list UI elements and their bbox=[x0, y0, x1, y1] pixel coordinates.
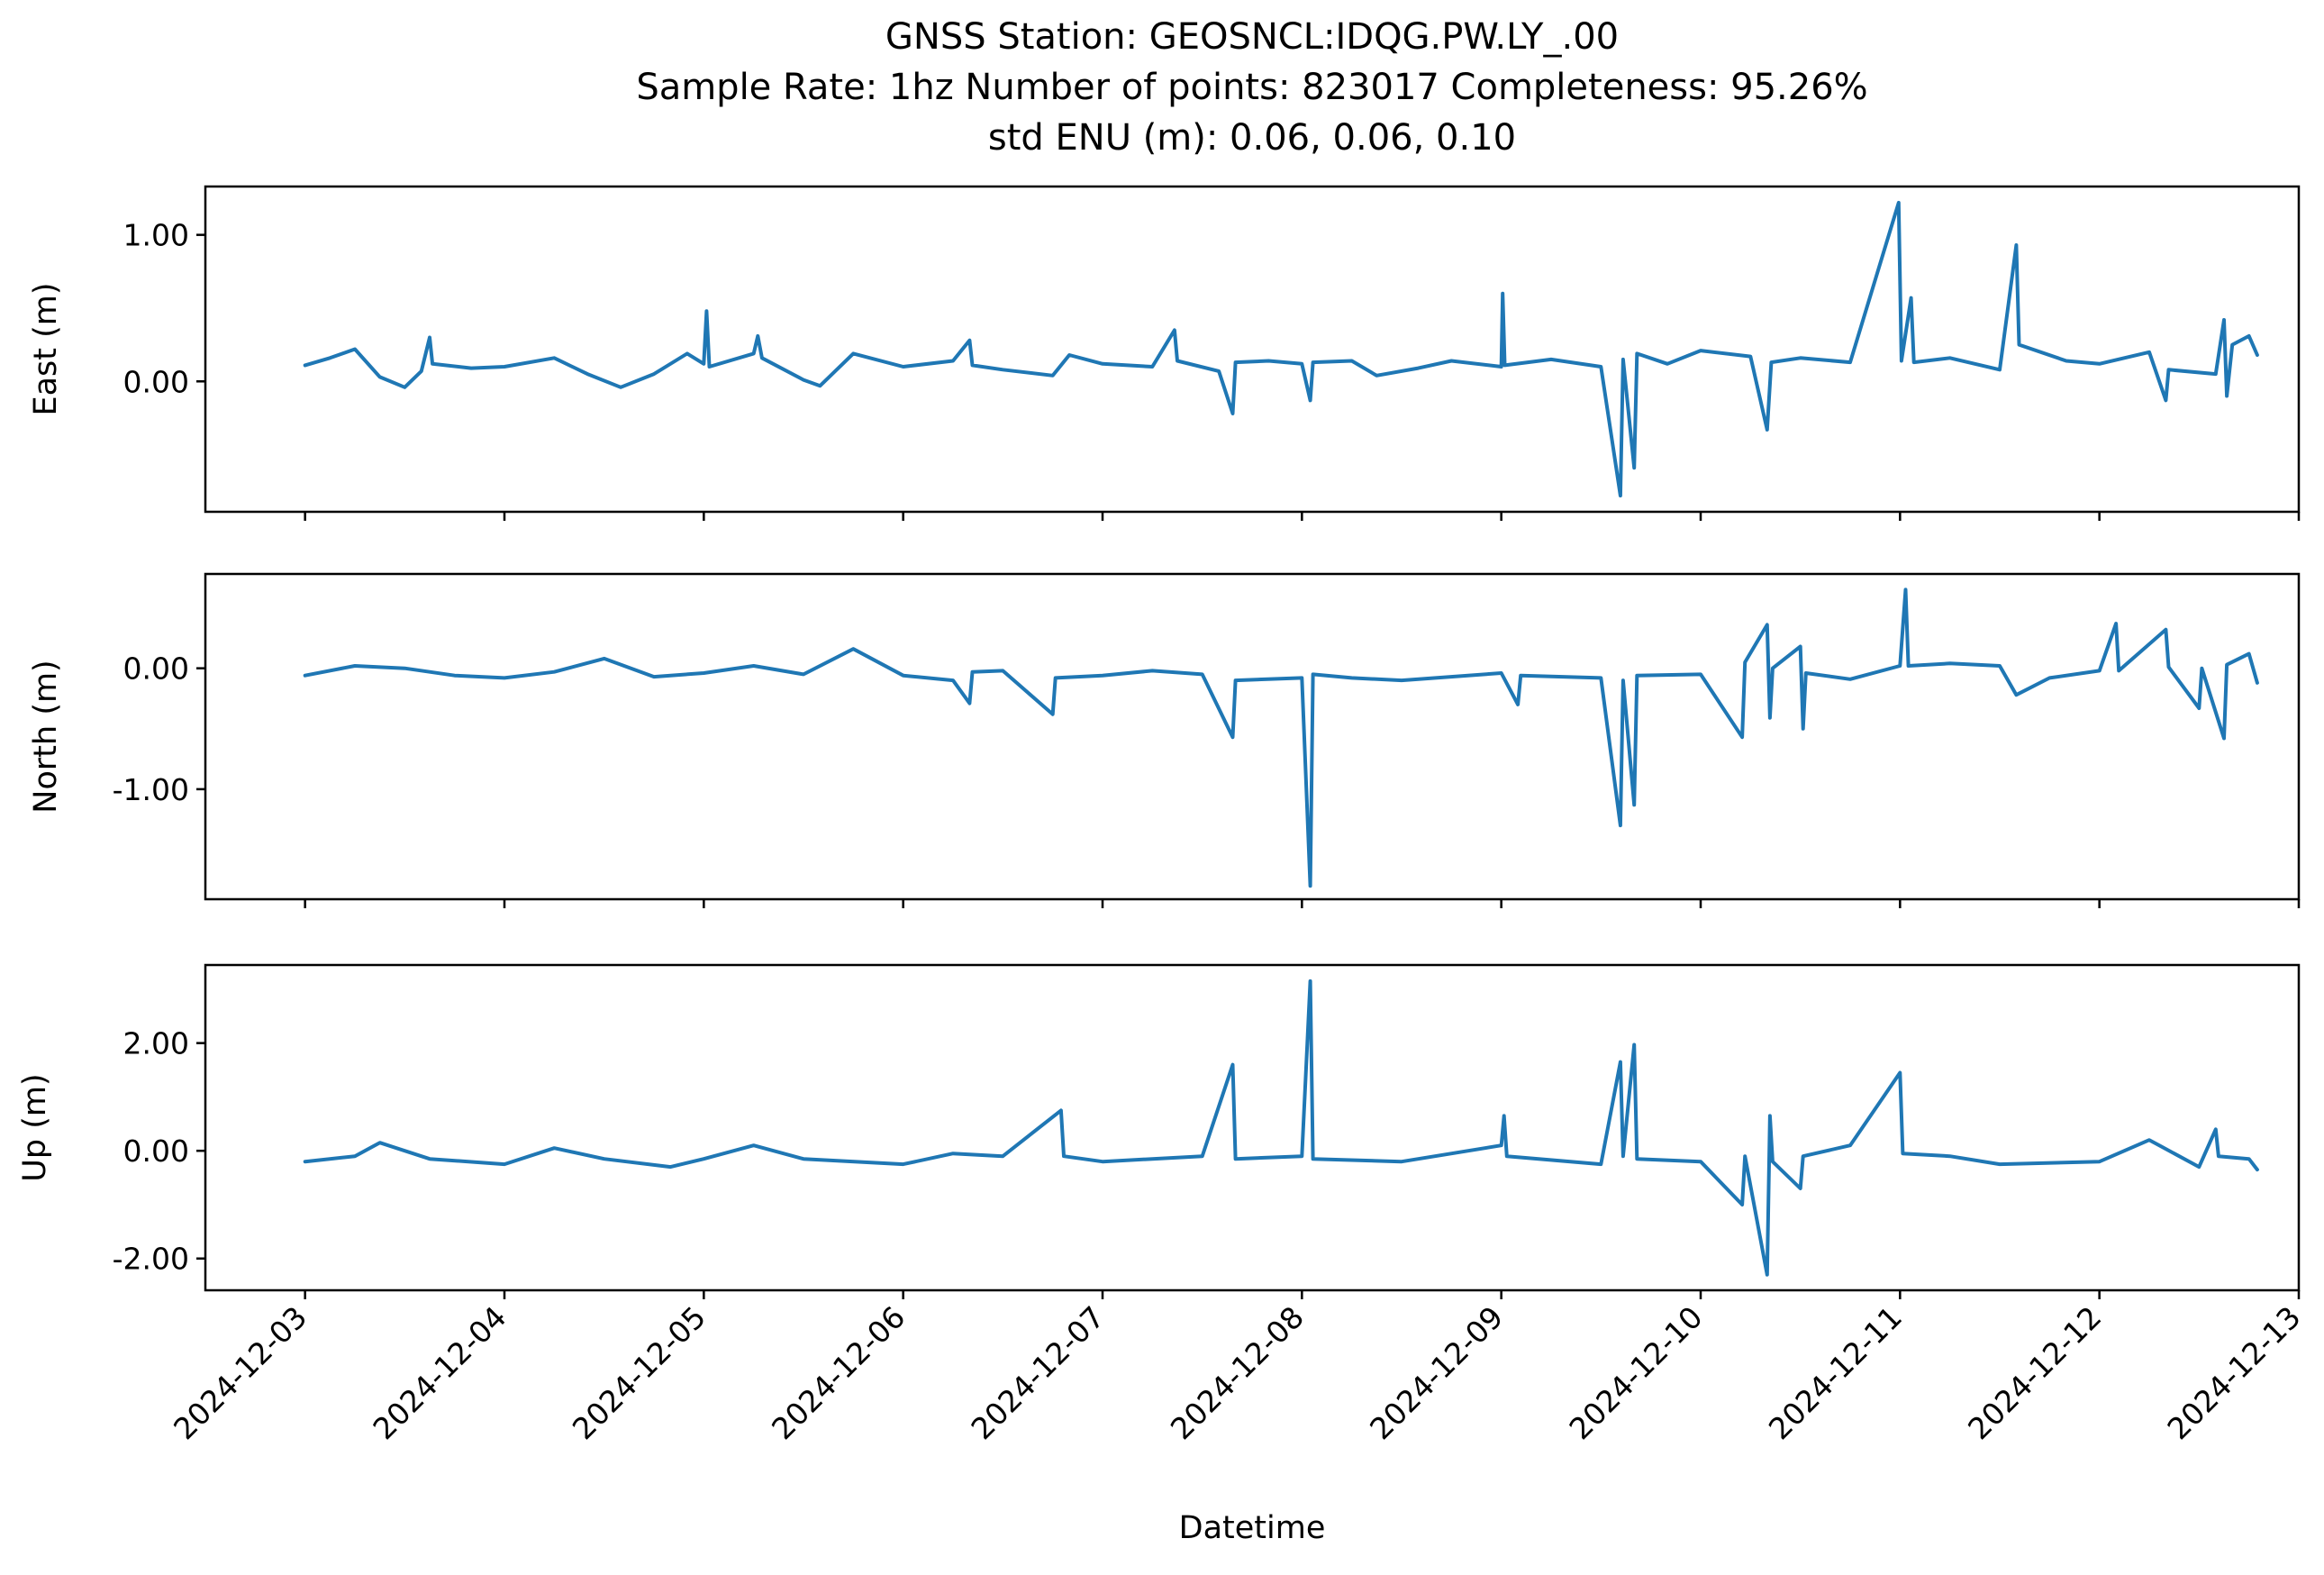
east-axes-frame bbox=[204, 185, 2301, 514]
up-y-tick-label: -2.00 bbox=[113, 1242, 189, 1277]
north-y-tick-label: -1.00 bbox=[113, 772, 189, 807]
chart-title-line-3: std ENU (m): 0.06, 0.06, 0.10 bbox=[988, 117, 1516, 159]
east-series-line bbox=[303, 200, 2259, 498]
chart-title-line-2: Sample Rate: 1hz Number of points: 82301… bbox=[636, 67, 1867, 108]
up-series-line bbox=[303, 979, 2259, 1277]
north-series-line bbox=[303, 587, 2259, 888]
east-panel: 0.00 1.00 East (m) bbox=[28, 185, 2301, 521]
chart-title-line-1: GNSS Station: GEOSNCL:IDQG.PW.LY_.00 bbox=[885, 16, 1619, 58]
north-y-axis-label: North (m) bbox=[28, 660, 64, 813]
north-axes-frame bbox=[204, 572, 2301, 901]
up-y-tick-label: 2.00 bbox=[123, 1026, 189, 1061]
north-y-tick-label: 0.00 bbox=[123, 651, 189, 687]
north-panel: -1.00 0.00 North (m) bbox=[28, 572, 2301, 908]
up-y-axis-label: Up (m) bbox=[17, 1073, 53, 1181]
east-y-tick-label: 1.00 bbox=[123, 218, 189, 253]
up-axes-frame bbox=[204, 963, 2301, 1292]
east-y-axis-label: East (m) bbox=[28, 282, 64, 415]
x-axis-label: Datetime bbox=[1179, 1510, 1326, 1546]
east-y-tick-label: 0.00 bbox=[123, 364, 189, 399]
up-y-tick-label: 0.00 bbox=[123, 1133, 189, 1169]
